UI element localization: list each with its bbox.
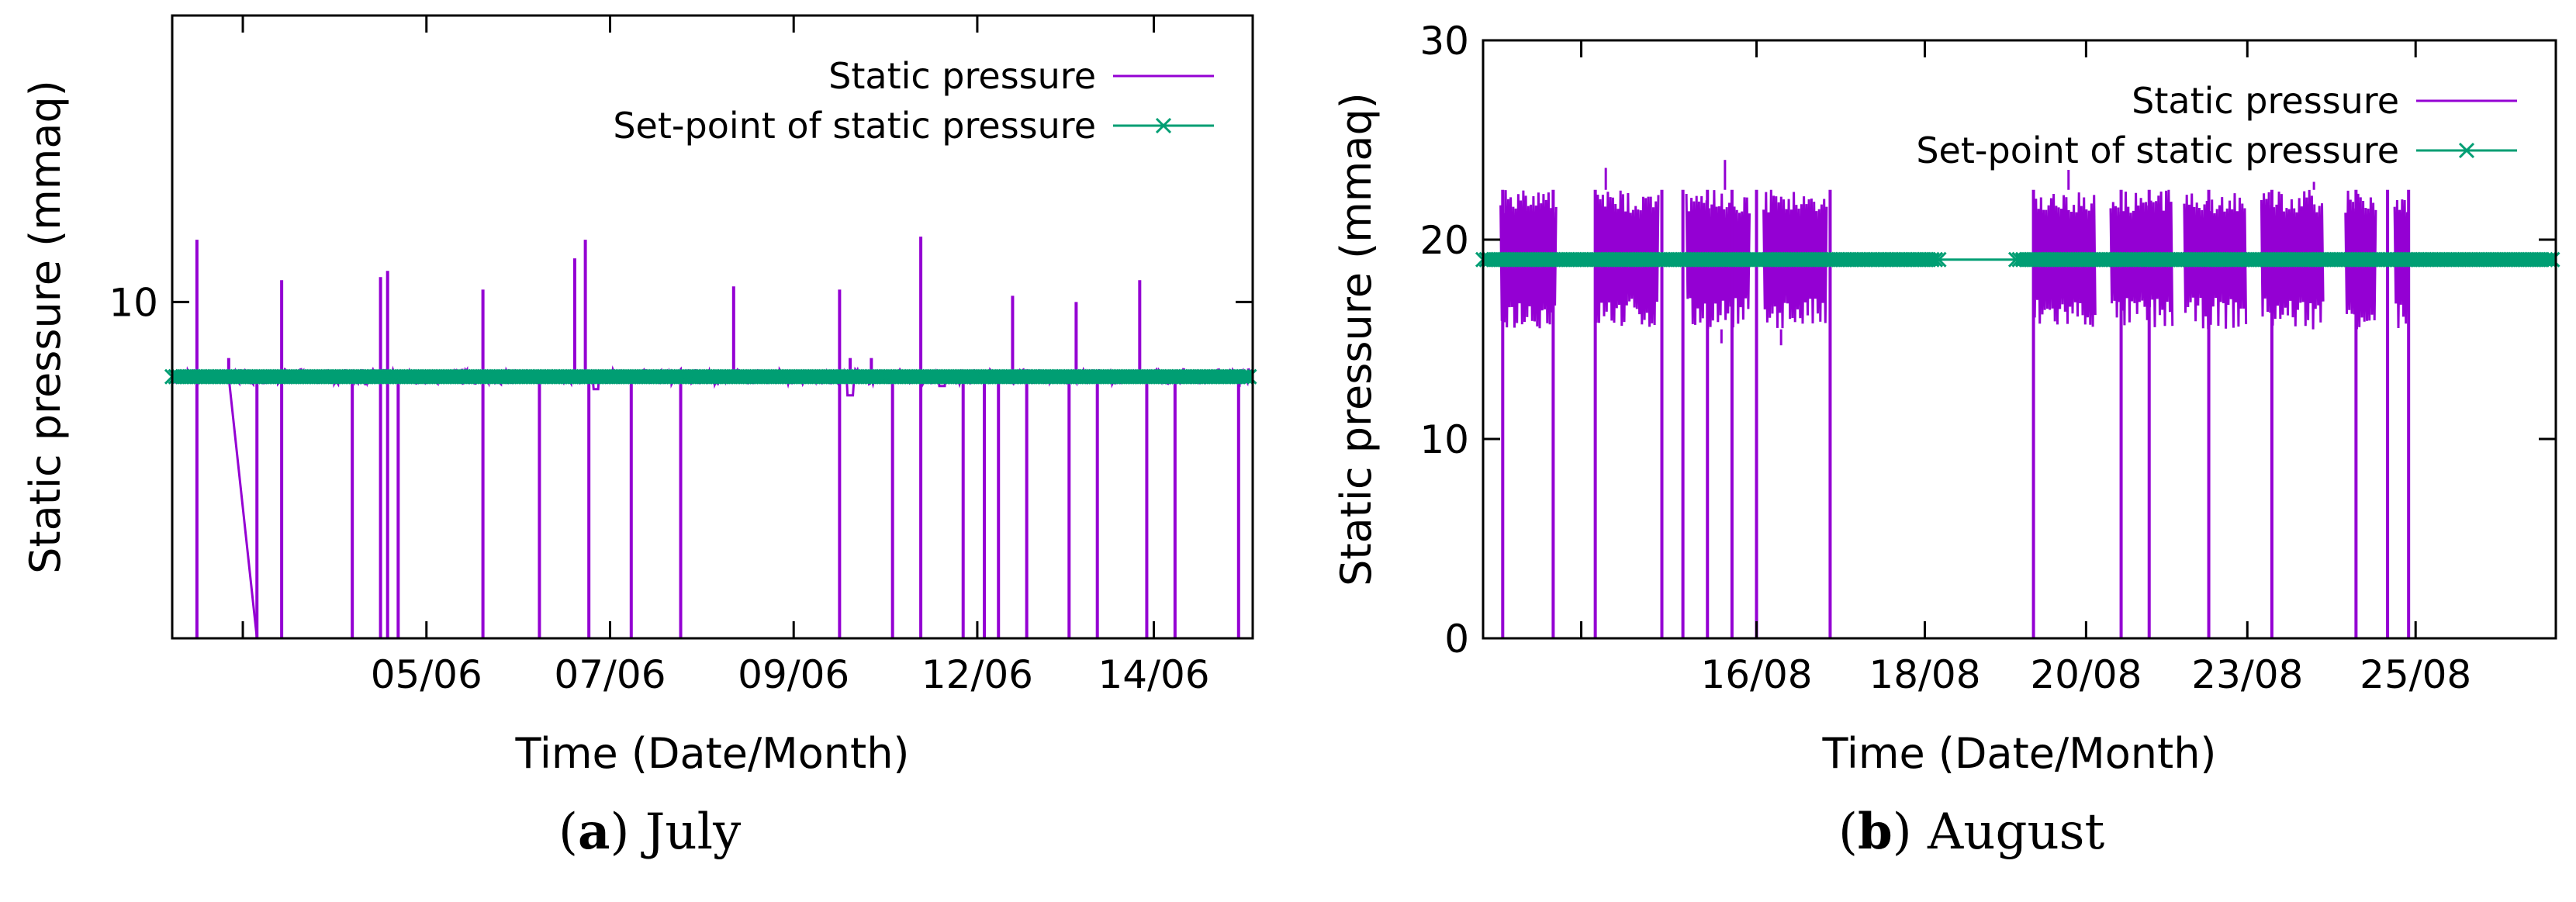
static-pressure-oscillation bbox=[2344, 190, 2377, 330]
caption-august: (b) August bbox=[1838, 803, 2105, 861]
x-tick-label: 25/08 bbox=[2360, 652, 2471, 697]
setpoint-markers bbox=[164, 368, 1257, 385]
setpoint-marker bbox=[1237, 368, 1253, 385]
setpoint-marker bbox=[1927, 251, 1944, 268]
legend: Static pressure Set-point of static press… bbox=[1916, 80, 2517, 171]
x-axis-label: Time (Date/Month) bbox=[515, 729, 910, 778]
plot-frame bbox=[1482, 39, 2557, 640]
y-axis-label: Static pressure (mmaq) bbox=[21, 80, 70, 574]
legend: Static pressure Set-point of static press… bbox=[613, 55, 1214, 147]
x-tick-label: 05/06 bbox=[371, 652, 482, 697]
setpoint-marker bbox=[2540, 251, 2557, 268]
caption-text: July bbox=[645, 804, 742, 861]
static-pressure-oscillation bbox=[2393, 199, 2410, 329]
plot-area bbox=[164, 237, 1257, 639]
x-tick-label: 12/06 bbox=[921, 652, 1033, 697]
static-pressure-oscillation bbox=[1594, 190, 1660, 327]
caption-july: (a) July bbox=[558, 803, 742, 861]
plot-frame bbox=[171, 14, 1254, 640]
y-tick-label: 10 bbox=[1419, 417, 1469, 462]
static-pressure-oscillation bbox=[1685, 190, 1751, 330]
x-tick-label: 09/06 bbox=[738, 652, 849, 697]
y-tick-label: 10 bbox=[109, 280, 158, 325]
y-tick-label: 20 bbox=[1419, 218, 1469, 263]
legend-label-static-pressure: Static pressure bbox=[828, 55, 1096, 97]
setpoint-marker bbox=[2537, 251, 2554, 268]
y-tick-label: 0 bbox=[1444, 617, 1469, 662]
y-tick-label: 30 bbox=[1419, 19, 1469, 64]
legend-marker-setpoint bbox=[1155, 117, 1172, 134]
x-tick-label: 16/08 bbox=[1700, 652, 1812, 697]
chart-august: 0 10 20 30 16/08 18/08 20/08 23/08 25/08 Time (Da… bbox=[1332, 19, 2560, 778]
static-pressure-drift bbox=[227, 376, 258, 639]
x-tick-label: 20/08 bbox=[2030, 652, 2142, 697]
caption-letter: a bbox=[577, 803, 610, 861]
static-pressure-oscillation bbox=[1762, 189, 1828, 329]
setpoint-marker bbox=[1924, 251, 1940, 268]
x-tick-label: 07/06 bbox=[554, 652, 666, 697]
legend-label-setpoint: Set-point of static pressure bbox=[613, 105, 1096, 147]
legend-label-setpoint: Set-point of static pressure bbox=[1916, 130, 2399, 171]
plot-area bbox=[1475, 160, 2560, 638]
legend-marker-setpoint bbox=[2458, 142, 2475, 159]
x-tick-label: 23/08 bbox=[2191, 652, 2303, 697]
chart-july: 10 05/06 07/06 09/06 12/06 14/06 Time (Date/Mo… bbox=[21, 14, 1257, 778]
setpoint-markers bbox=[1475, 251, 1947, 268]
setpoint-markers bbox=[2007, 251, 2560, 268]
legend-label-static-pressure: Static pressure bbox=[2132, 80, 2399, 122]
x-tick-label: 14/06 bbox=[1098, 652, 1209, 697]
y-axis-label: Static pressure (mmaq) bbox=[1332, 92, 1381, 586]
static-pressure-oscillation bbox=[1499, 190, 1558, 329]
caption-letter: b bbox=[1857, 803, 1893, 861]
setpoint-marker bbox=[1234, 368, 1250, 385]
caption-text: August bbox=[1928, 804, 2105, 861]
x-axis-label: Time (Date/Month) bbox=[1822, 729, 2217, 778]
x-tick-label: 18/08 bbox=[1869, 652, 1980, 697]
